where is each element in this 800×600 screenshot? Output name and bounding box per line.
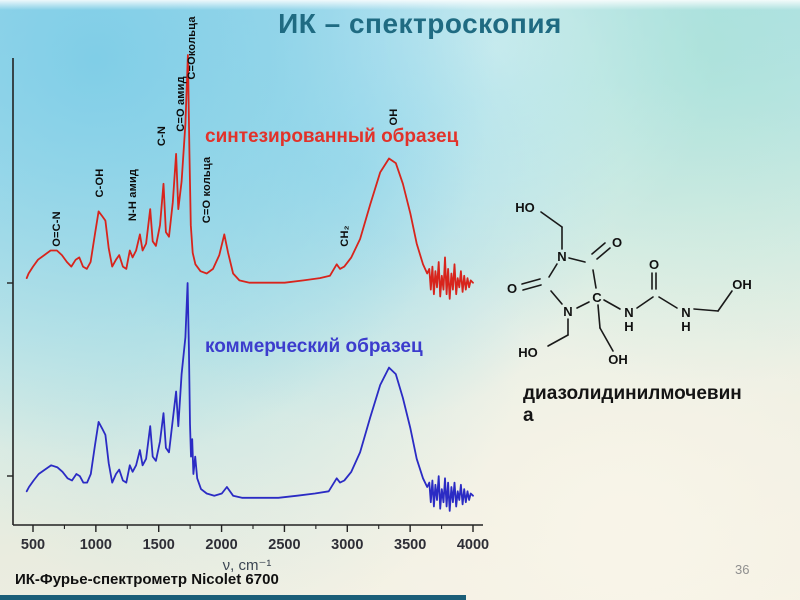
- atom-o-ring-topright: O: [612, 235, 622, 250]
- x-axis-title: ν, cm⁻¹: [222, 557, 272, 574]
- atom-ho-bottom: HO: [518, 345, 538, 360]
- x-tick-label: 1000: [79, 537, 112, 553]
- atom-n-ring-bottom: N: [563, 304, 572, 319]
- diazolidinyl-urea-structure: HO N O N C O HO OH N H O N H OH: [507, 200, 752, 367]
- atom-o-ring-left: O: [507, 281, 517, 296]
- background-top-fade: [0, 0, 800, 10]
- peak-annotation: С-ОН: [94, 168, 106, 198]
- atom-o-urea: O: [649, 257, 659, 272]
- bottom-accent-bar: [0, 595, 466, 600]
- atom-c-center: C: [592, 290, 602, 305]
- peak-annotation: C-N: [156, 125, 168, 147]
- x-tick-label: 500: [20, 537, 46, 553]
- x-tick-label: 2000: [205, 537, 238, 553]
- atom-nh2-h: H: [681, 319, 690, 334]
- spectrum-curve-commercial: [25, 282, 474, 512]
- atom-nh1-n: N: [624, 305, 633, 320]
- peak-annotation: С=О амид: [175, 76, 187, 132]
- x-tick-label: 3000: [331, 537, 364, 553]
- red-series-label: синтезированный образец: [205, 126, 459, 147]
- x-tick-label: 3500: [394, 537, 427, 553]
- x-tick-label: 4000: [456, 537, 490, 553]
- peak-annotation: О=С-N: [51, 211, 63, 247]
- atom-nh1-h: H: [624, 319, 633, 334]
- page-title: ИК – спектроскопия: [278, 8, 562, 39]
- peak-annotation: N-H амид: [127, 168, 139, 222]
- molecule-name-line2: а: [523, 405, 534, 426]
- atom-ho-top: HO: [515, 200, 535, 215]
- atom-oh-right: OH: [732, 277, 752, 292]
- atom-n-ring-top: N: [557, 249, 566, 264]
- molecule-name-line1: диазолидинилмочевин: [523, 383, 742, 404]
- x-tick-label: 1500: [142, 537, 175, 553]
- molecule-name: диазолидинилмочевин а: [523, 383, 773, 427]
- peak-annotation: ОН: [388, 108, 400, 126]
- footer-instrument-text: ИК-Фурье-спектрометр Nicolet 6700: [15, 571, 279, 588]
- peak-annotation: С=О кольца: [201, 156, 213, 224]
- ir-spectra-plot: [7, 54, 483, 532]
- peak-annotation: С=Окольца: [186, 16, 198, 80]
- atom-nh2-n: N: [681, 305, 690, 320]
- page-number: 36: [735, 562, 750, 577]
- blue-series-label: коммерческий образец: [205, 336, 423, 357]
- peak-annotation: CH₂: [339, 225, 351, 247]
- spectrum-curve-synthesized: [25, 54, 474, 300]
- x-tick-label: 2500: [268, 537, 301, 553]
- atom-oh-bottom: OH: [608, 352, 628, 367]
